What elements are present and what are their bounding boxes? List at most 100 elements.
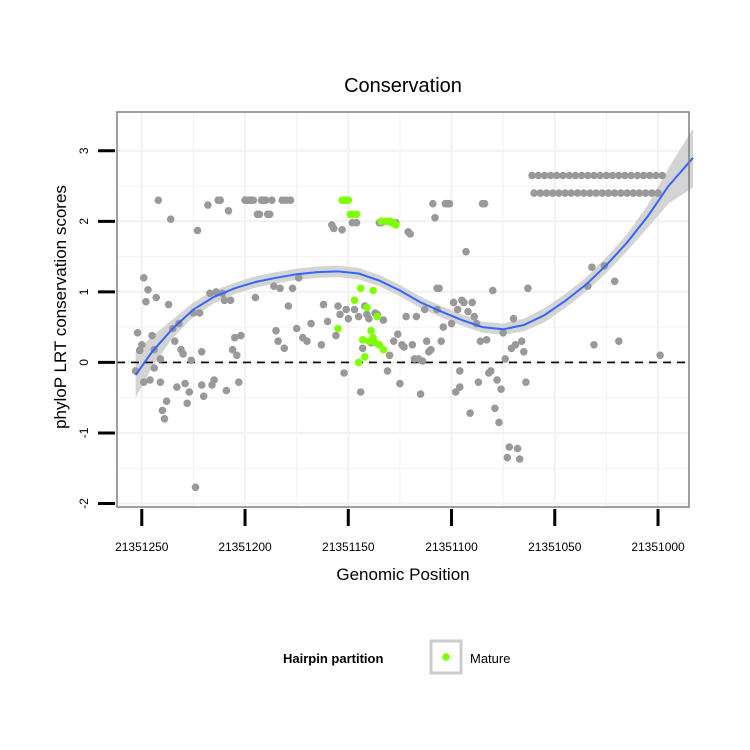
y-tick-label: 2 <box>77 218 91 225</box>
data-point <box>266 210 274 219</box>
data-point <box>336 310 344 319</box>
data-point <box>468 298 477 307</box>
data-point <box>567 189 576 197</box>
data-point <box>187 356 196 365</box>
data-point <box>617 189 625 197</box>
data-point <box>590 171 598 180</box>
data-point <box>615 171 623 180</box>
data-point <box>222 386 231 395</box>
data-point <box>173 383 181 391</box>
data-point <box>228 345 237 354</box>
legend-key-mature <box>442 653 450 661</box>
y-tick-label: -1 <box>77 427 91 438</box>
data-point <box>629 189 637 197</box>
data-point-mature <box>352 210 361 219</box>
data-point <box>133 329 142 337</box>
data-point <box>445 199 454 208</box>
data-point <box>449 298 458 307</box>
data-point <box>412 312 421 321</box>
data-point <box>350 305 359 314</box>
data-point <box>608 171 617 180</box>
data-point <box>431 214 439 222</box>
x-tick-label: 21351250 <box>115 540 169 554</box>
data-point <box>226 296 235 305</box>
data-point <box>408 341 417 349</box>
data-point <box>280 344 289 353</box>
data-point <box>197 348 206 356</box>
data-point <box>534 171 543 180</box>
data-point <box>615 337 623 346</box>
data-point-mature <box>350 296 359 305</box>
data-point <box>270 282 278 291</box>
data-point <box>565 171 573 180</box>
data-point <box>524 284 532 293</box>
data-point <box>546 171 555 180</box>
data-point <box>400 343 408 351</box>
data-point <box>604 189 613 197</box>
data-point <box>276 284 284 293</box>
data-point <box>233 351 241 360</box>
data-point <box>447 319 456 328</box>
data-point <box>639 171 648 180</box>
data-point <box>610 189 619 197</box>
data-point <box>542 189 551 197</box>
data-point <box>261 196 270 204</box>
data-point <box>365 314 373 323</box>
data-point <box>453 305 462 314</box>
data-point <box>195 309 204 317</box>
data-point <box>571 171 580 180</box>
data-point <box>204 201 212 209</box>
data-point <box>156 355 165 363</box>
data-point <box>268 196 276 204</box>
data-point-mature <box>358 336 367 344</box>
data-point <box>501 355 510 363</box>
data-point <box>340 369 348 377</box>
y-axis-label: phyloP LRT conservation scores <box>51 185 70 429</box>
data-point <box>654 189 662 197</box>
x-tick-label: 21351050 <box>528 540 582 554</box>
data-point <box>179 350 187 358</box>
x-tick-label: 21351100 <box>425 540 478 554</box>
data-point <box>462 247 470 256</box>
data-point <box>555 189 563 197</box>
data-point <box>342 305 351 314</box>
data-point <box>522 378 530 387</box>
data-point <box>652 171 660 180</box>
x-axis-label: Genomic Position <box>336 565 469 584</box>
x-axis: 21351250 21351200 21351150 21351100 21351050… <box>115 509 685 554</box>
data-point <box>230 333 239 342</box>
data-point-mature <box>373 312 382 321</box>
data-point <box>499 329 508 337</box>
data-point <box>249 196 258 204</box>
data-point <box>635 189 644 197</box>
data-point <box>338 226 346 234</box>
data-point <box>272 326 280 335</box>
chart-title: Conservation <box>344 75 462 97</box>
data-point <box>352 218 361 227</box>
legend-title: Hairpin partition <box>283 651 383 666</box>
data-point <box>303 337 311 346</box>
data-point <box>358 344 367 353</box>
data-point-mature <box>356 284 365 293</box>
data-point <box>586 189 594 197</box>
data-point <box>470 312 479 321</box>
data-point <box>216 196 224 204</box>
data-point <box>656 351 664 360</box>
data-point <box>627 171 635 180</box>
data-point <box>140 274 148 282</box>
data-point <box>460 298 468 307</box>
legend: Hairpin partition Mature <box>283 639 510 675</box>
data-point <box>152 293 160 302</box>
data-point <box>420 305 429 314</box>
data-point-mature <box>354 358 363 367</box>
data-point <box>435 284 443 293</box>
data-point <box>402 312 410 321</box>
data-point <box>598 189 607 197</box>
data-point <box>162 397 171 406</box>
data-point <box>422 337 431 346</box>
y-tick-label: 0 <box>77 359 91 366</box>
y-tick-label: -2 <box>77 498 91 509</box>
data-point <box>332 331 340 340</box>
data-point <box>418 357 427 365</box>
